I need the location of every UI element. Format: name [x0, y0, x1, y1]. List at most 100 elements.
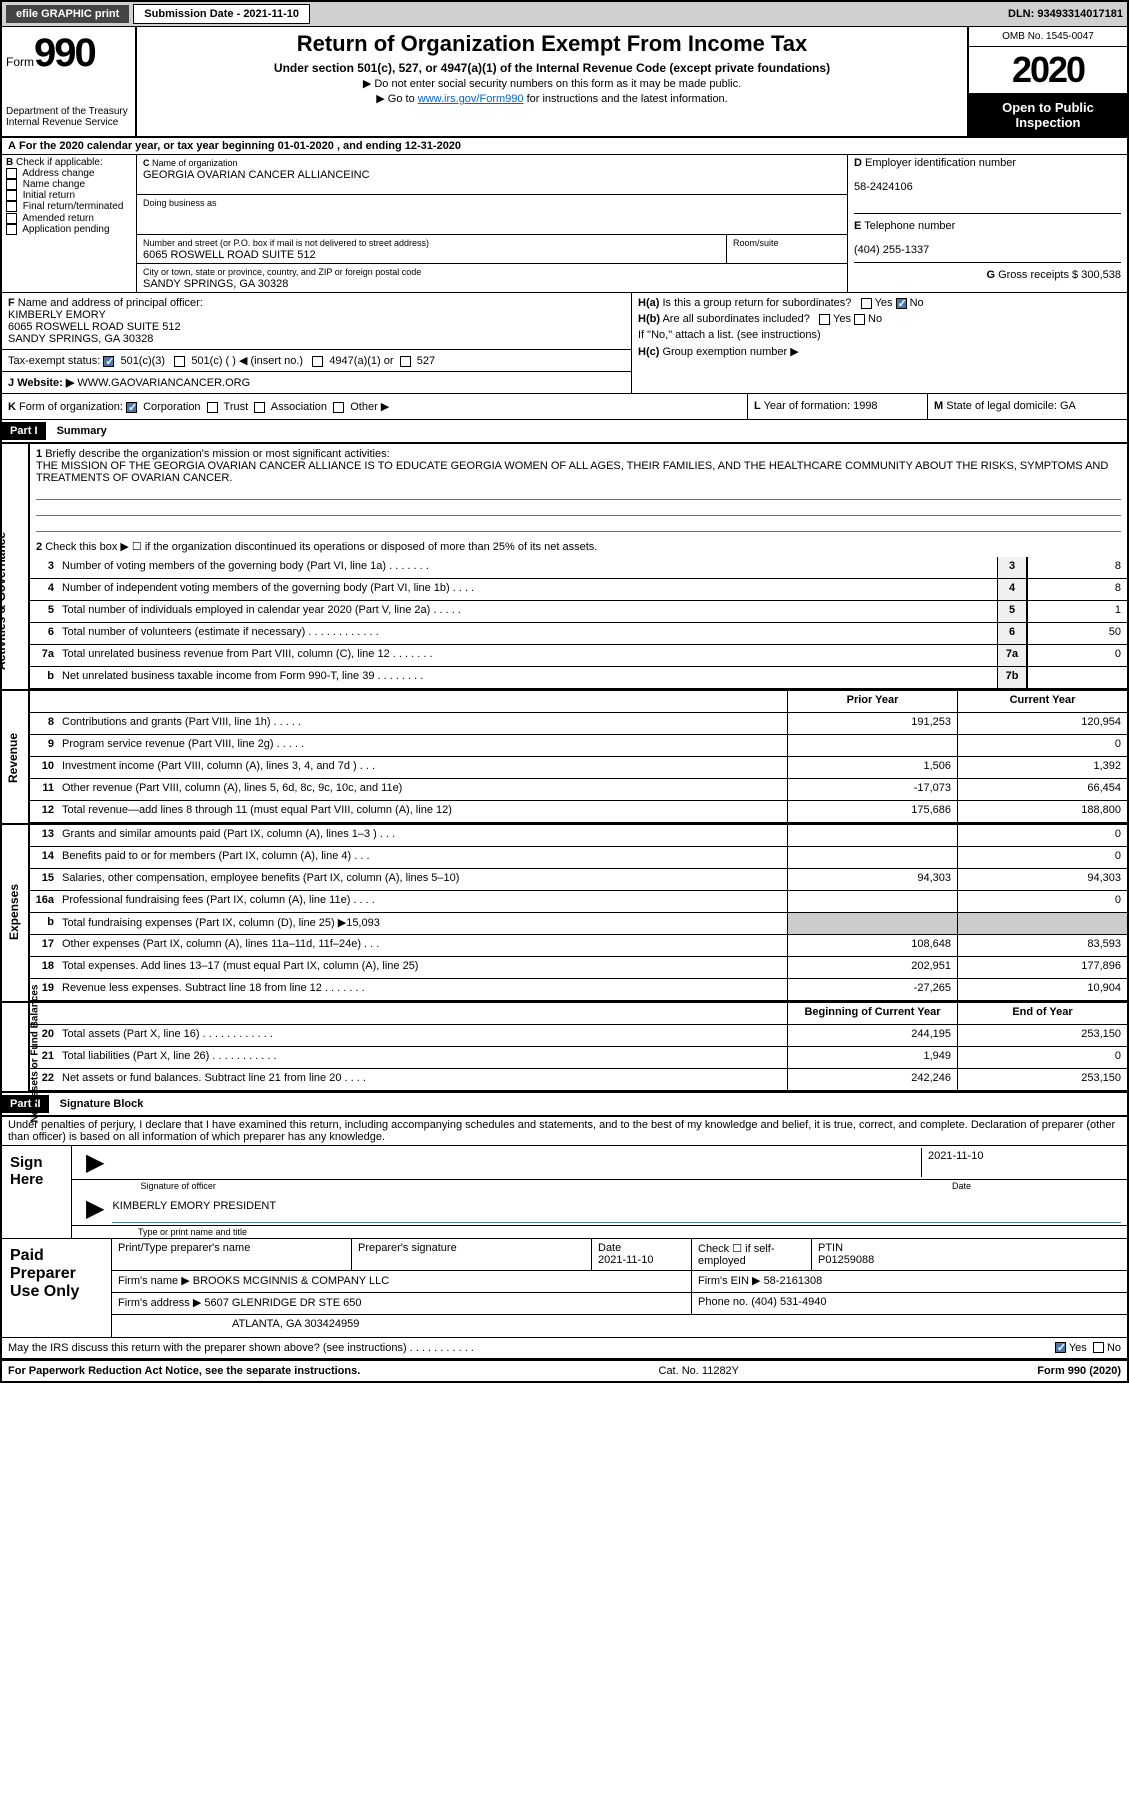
org-name: GEORGIA OVARIAN CANCER ALLIANCEINC — [143, 169, 370, 181]
hb-no[interactable] — [854, 314, 865, 325]
ein: 58-2424106 — [854, 181, 913, 193]
exp-line: 15Salaries, other compensation, employee… — [30, 869, 1127, 891]
discuss-row: May the IRS discuss this return with the… — [2, 1337, 1127, 1360]
city-state-zip: SANDY SPRINGS, GA 30328 — [143, 278, 288, 290]
tax-year: 2020 — [1012, 49, 1084, 90]
firm-ein: 58-2161308 — [764, 1275, 823, 1287]
sign-date: 2021-11-10 — [921, 1148, 1121, 1177]
efile-print-button[interactable]: efile GRAPHIC print — [6, 5, 129, 23]
chk-527[interactable] — [400, 356, 411, 367]
arrow-icon: ▶ — [78, 1194, 112, 1223]
expenses-section: Expenses 13Grants and similar amounts pa… — [2, 825, 1127, 1003]
activities-governance: Activities & Governance 1 Briefly descri… — [2, 444, 1127, 691]
header-right: OMB No. 1545-0047 2020 Open to Public In… — [967, 27, 1127, 136]
rev-line: 8Contributions and grants (Part VIII, li… — [30, 713, 1127, 735]
gov-line: 3Number of voting members of the governi… — [30, 557, 1127, 579]
chk-corp[interactable] — [126, 402, 137, 413]
part2-header: Part II Signature Block — [2, 1093, 1127, 1117]
officer-name: KIMBERLY EMORY PRESIDENT — [112, 1194, 1121, 1223]
col-headers: Prior Year Current Year — [30, 691, 1127, 713]
phone: (404) 255-1337 — [854, 244, 929, 256]
net-line: 20Total assets (Part X, line 16) . . . .… — [30, 1025, 1127, 1047]
header-center: Return of Organization Exempt From Incom… — [137, 27, 967, 136]
f-h-block: F Name and address of principal officer:… — [2, 293, 1127, 394]
dba-box: Doing business as — [137, 195, 847, 235]
col-headers-2: Beginning of Current Year End of Year — [30, 1003, 1127, 1025]
page-footer: For Paperwork Reduction Act Notice, see … — [2, 1360, 1127, 1381]
note-ssn: Do not enter social security numbers on … — [145, 77, 959, 90]
omb-number: OMB No. 1545-0047 — [969, 27, 1127, 47]
chk-501c3[interactable] — [103, 356, 114, 367]
chk-assoc[interactable] — [254, 402, 265, 413]
exp-line: bTotal fundraising expenses (Part IX, co… — [30, 913, 1127, 935]
chk-b-opt[interactable] — [6, 224, 17, 235]
gov-line: 4Number of independent voting members of… — [30, 579, 1127, 601]
col-d-e-g: D Employer identification number 58-2424… — [847, 155, 1127, 292]
rev-line: 10Investment income (Part VIII, column (… — [30, 757, 1127, 779]
chk-b-opt[interactable] — [6, 213, 17, 224]
k-l-m-row: K Form of organization: Corporation Trus… — [2, 394, 1127, 420]
net-line: 22Net assets or fund balances. Subtract … — [30, 1069, 1127, 1091]
tax-year-box: 2020 — [969, 47, 1127, 94]
identity-block: B Check if applicable: Address change Na… — [2, 155, 1127, 293]
street-row: Number and street (or P.O. box if mail i… — [137, 235, 847, 264]
chk-b-opt[interactable] — [6, 190, 17, 201]
arrow-icon: ▶ — [78, 1148, 112, 1177]
gross-receipts: 300,538 — [1081, 269, 1121, 281]
website-row: J Website: ▶ WWW.GAOVARIANCANCER.ORG — [2, 372, 631, 393]
submission-date-button[interactable]: Submission Date - 2021-11-10 — [133, 4, 310, 24]
top-bar: efile GRAPHIC print Submission Date - 20… — [2, 2, 1127, 27]
exp-line: 18Total expenses. Add lines 13–17 (must … — [30, 957, 1127, 979]
note-link: Go to www.irs.gov/Form990 for instructio… — [145, 92, 959, 105]
firm-name: BROOKS MCGINNIS & COMPANY LLC — [193, 1275, 389, 1287]
chk-trust[interactable] — [207, 402, 218, 413]
col-b-checkboxes: B Check if applicable: Address change Na… — [2, 155, 137, 292]
chk-b-opt[interactable] — [6, 179, 17, 190]
rev-line: 9Program service revenue (Part VIII, lin… — [30, 735, 1127, 757]
chk-other[interactable] — [333, 402, 344, 413]
gov-line: 7aTotal unrelated business revenue from … — [30, 645, 1127, 667]
dept-treasury: Department of the Treasury Internal Reve… — [6, 106, 131, 128]
line-a-calendar: A For the 2020 calendar year, or tax yea… — [2, 138, 1127, 155]
ha-no[interactable] — [896, 298, 907, 309]
chk-b-opt[interactable] — [6, 168, 17, 179]
public-inspection: Open to Public Inspection — [969, 94, 1127, 136]
discuss-no[interactable] — [1093, 1342, 1104, 1353]
gov-line: 6Total number of volunteers (estimate if… — [30, 623, 1127, 645]
col-c-name-addr: C Name of organization GEORGIA OVARIAN C… — [137, 155, 847, 292]
form-990-document: efile GRAPHIC print Submission Date - 20… — [0, 0, 1129, 1383]
city-box: City or town, state or province, country… — [137, 264, 847, 292]
state-domicile: GA — [1060, 400, 1076, 412]
rev-line: 11Other revenue (Part VIII, column (A), … — [30, 779, 1127, 801]
mission-text: THE MISSION OF THE GEORGIA OVARIAN CANCE… — [36, 460, 1108, 484]
irs-link[interactable]: www.irs.gov/Form990 — [418, 93, 524, 105]
year-formation: 1998 — [853, 400, 877, 412]
hb-yes[interactable] — [819, 314, 830, 325]
net-assets-section: Net Assets or Fund Balances Beginning of… — [2, 1003, 1127, 1093]
form-title: Return of Organization Exempt From Incom… — [145, 31, 959, 57]
dln-text: DLN: 93493314017181 — [1008, 8, 1123, 20]
gov-line: 5Total number of individuals employed in… — [30, 601, 1127, 623]
form-subtitle: Under section 501(c), 527, or 4947(a)(1)… — [145, 61, 959, 75]
chk-4947[interactable] — [312, 356, 323, 367]
mission-block: 1 Briefly describe the organization's mi… — [30, 444, 1127, 536]
ha-yes[interactable] — [861, 298, 872, 309]
website: WWW.GAOVARIANCANCER.ORG — [77, 377, 250, 389]
perjury-declaration: Under penalties of perjury, I declare th… — [2, 1117, 1127, 1146]
form-header: Form990 Department of the Treasury Inter… — [2, 27, 1127, 138]
form-number: 990 — [34, 31, 95, 75]
exp-line: 17Other expenses (Part IX, column (A), l… — [30, 935, 1127, 957]
gov-line: bNet unrelated business taxable income f… — [30, 667, 1127, 689]
header-left: Form990 Department of the Treasury Inter… — [2, 27, 137, 136]
chk-501c[interactable] — [174, 356, 185, 367]
discuss-yes[interactable] — [1055, 1342, 1066, 1353]
chk-b-opt[interactable] — [6, 201, 17, 212]
exp-line: 19Revenue less expenses. Subtract line 1… — [30, 979, 1127, 1001]
prep-header-row: Print/Type preparer's name Preparer's si… — [112, 1239, 1127, 1271]
paid-preparer-block: Paid Preparer Use Only Print/Type prepar… — [2, 1239, 1127, 1337]
revenue-section: Revenue Prior Year Current Year 8Contrib… — [2, 691, 1127, 825]
h-block: H(a) Is this a group return for subordin… — [632, 293, 1127, 393]
street-address: 6065 ROSWELL ROAD SUITE 512 — [143, 249, 316, 261]
principal-officer: F Name and address of principal officer:… — [2, 293, 631, 350]
form-word: Form — [6, 55, 34, 69]
